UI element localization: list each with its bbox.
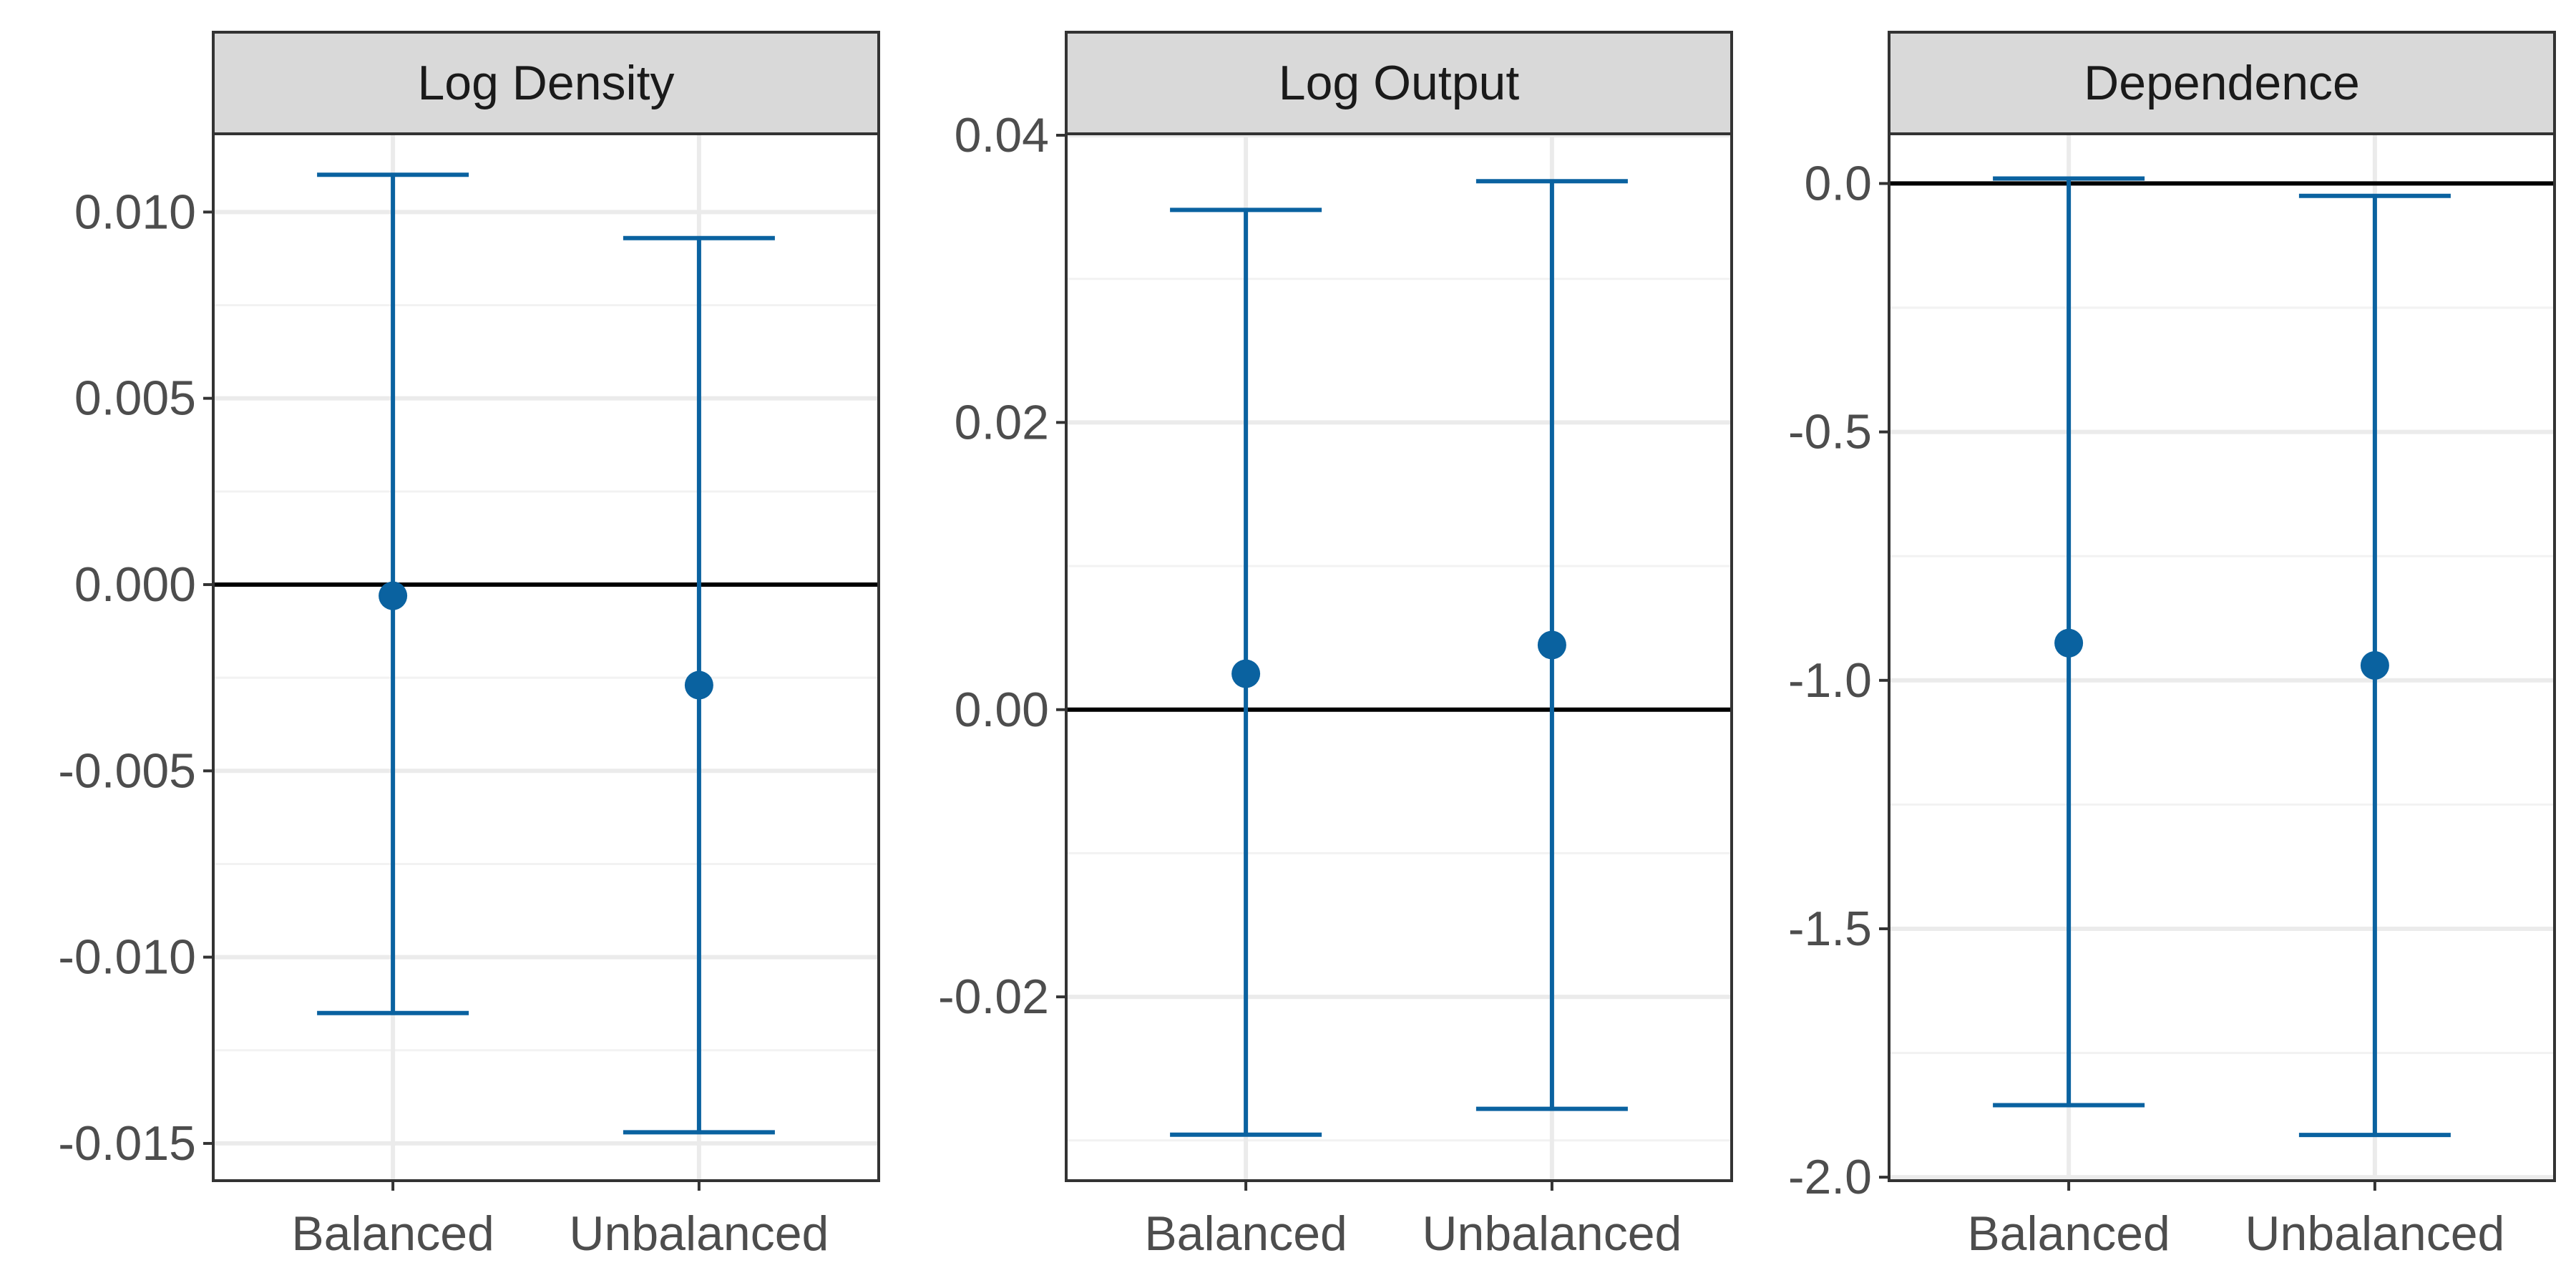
point-estimate — [1231, 659, 1261, 688]
facet-log-density: Log Density 0.010 0.005 0.000 -0.005 -0.010 -0… — [58, 31, 880, 1261]
y-tick-label: 0.00 — [955, 683, 1049, 737]
y-tick-label: -1.5 — [1788, 902, 1872, 956]
x-tick-label: Balanced — [1144, 1206, 1347, 1261]
x-tick-label: Balanced — [1967, 1206, 2170, 1261]
x-tick-label: Unbalanced — [1422, 1206, 1682, 1261]
strip-header — [1888, 31, 2556, 135]
strip-header — [212, 31, 880, 135]
strip-label: Log Density — [417, 56, 674, 110]
y-tick-label: -0.02 — [938, 970, 1049, 1024]
point-estimate — [2360, 650, 2389, 680]
strip-label: Dependence — [2084, 56, 2360, 110]
point-estimate — [684, 670, 713, 700]
y-tick-label: 0.005 — [74, 371, 196, 426]
y-tick-label: -1.0 — [1788, 653, 1872, 708]
point-estimate — [2054, 628, 2084, 658]
errorbar-balanced — [317, 172, 469, 1015]
strip-label: Log Output — [1279, 56, 1520, 110]
errorbar-unbalanced — [623, 235, 775, 1135]
panel-background — [1889, 134, 2555, 1181]
y-tick-label: 0.0 — [1804, 156, 1872, 210]
panel-background — [1066, 134, 1732, 1181]
y-tick-label: -0.010 — [58, 930, 196, 985]
point-estimate — [379, 581, 408, 610]
x-tick-label: Unbalanced — [569, 1206, 829, 1261]
y-tick-label: -2.0 — [1788, 1150, 1872, 1204]
x-tick-label: Unbalanced — [2245, 1206, 2504, 1261]
point-estimate — [1537, 630, 1566, 660]
y-tick-label: 0.02 — [955, 395, 1049, 449]
y-tick-label: 0.000 — [74, 557, 196, 612]
strip-header — [1065, 31, 1733, 135]
y-tick-label: -0.005 — [58, 743, 196, 798]
facet-log-output: Log Output 0.04 0.02 0.00 -0.02 Balanced Unbal… — [938, 31, 1733, 1261]
y-tick-label: -0.5 — [1788, 405, 1872, 459]
y-tick-label: 0.04 — [955, 108, 1049, 162]
x-tick-label: Balanced — [291, 1206, 494, 1261]
panel-background — [213, 134, 879, 1181]
facet-dependence: Dependence 0.0 -0.5 -1.0 -1.5 -2.0 Balanced Unb… — [1788, 31, 2556, 1261]
y-tick-label: 0.010 — [74, 185, 196, 239]
errorbar-balanced — [1993, 176, 2145, 1108]
errorbar-unbalanced — [1475, 179, 1628, 1111]
errorbar-unbalanced — [2298, 193, 2451, 1138]
errorbar-balanced — [1170, 208, 1322, 1137]
y-tick-label: -0.015 — [58, 1116, 196, 1171]
